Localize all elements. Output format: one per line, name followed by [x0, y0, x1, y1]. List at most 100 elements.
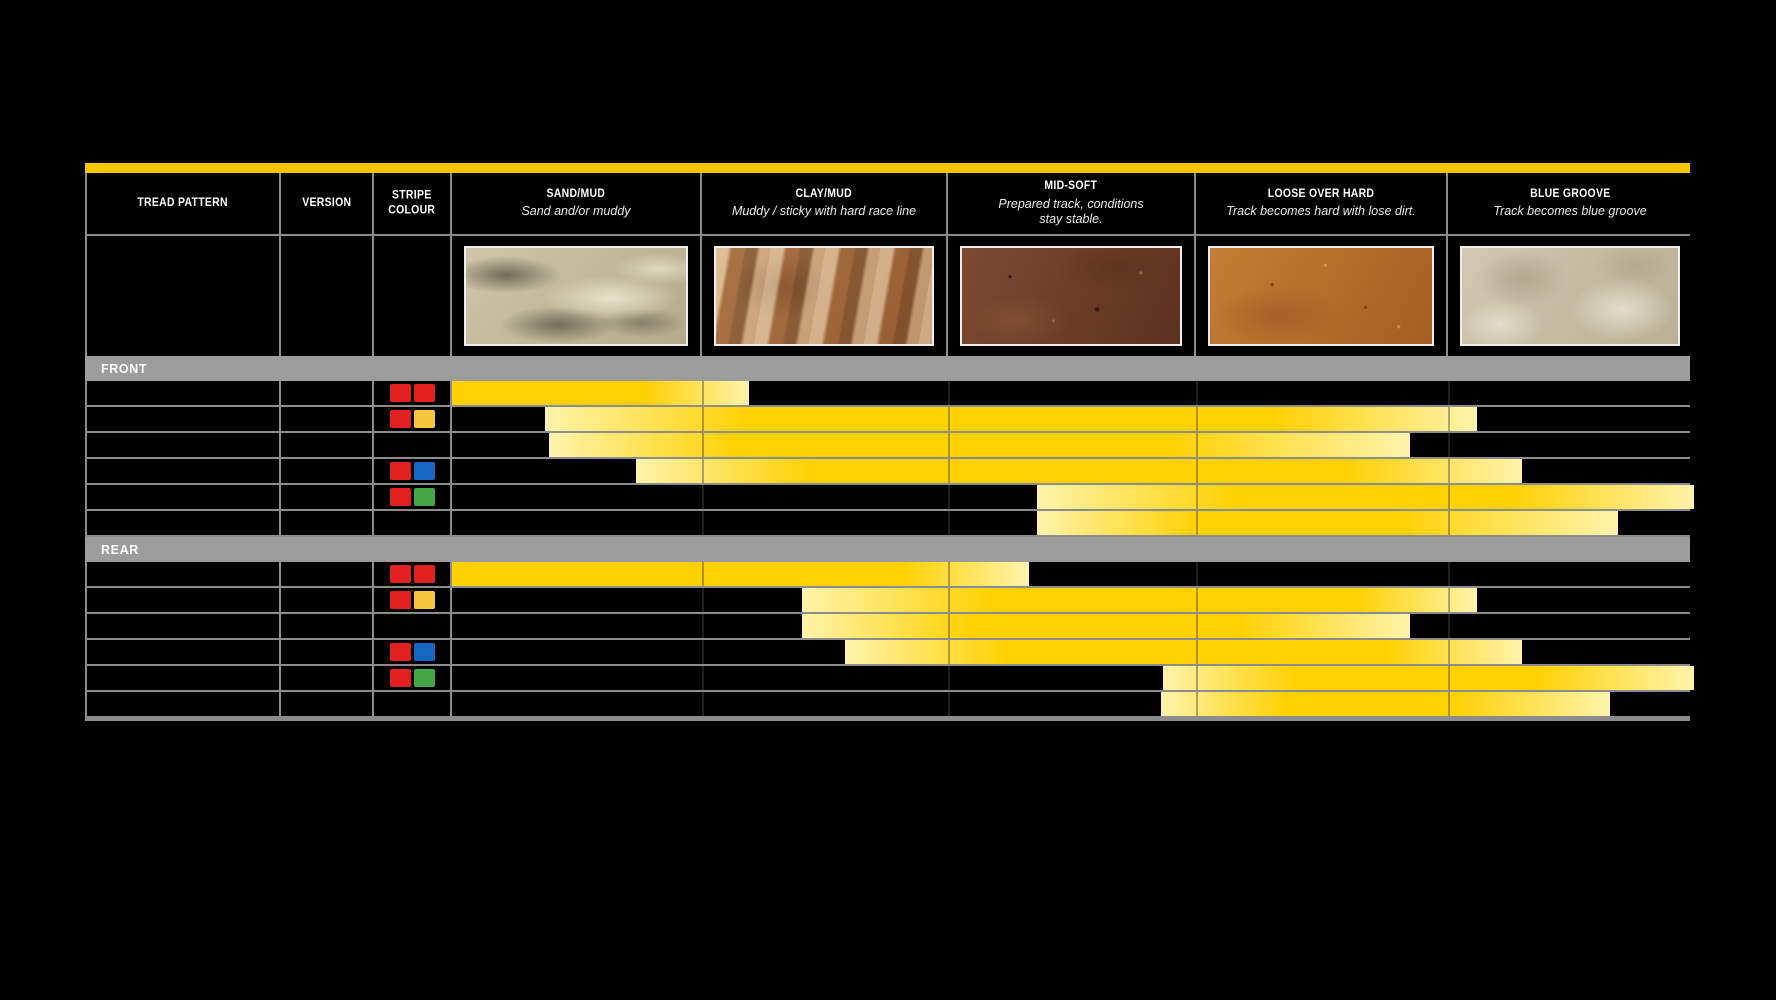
tread-pattern-cell	[87, 640, 279, 664]
version-cell	[279, 459, 372, 483]
stripe-chip-yellow	[413, 591, 435, 609]
section-label: REAR	[101, 542, 139, 557]
column-gridline	[1196, 407, 1198, 431]
stripe-colour-cell	[372, 666, 450, 690]
stripe-chip-yellow	[413, 410, 435, 428]
table-row-front-6	[85, 511, 1692, 537]
terrain-track	[450, 666, 1694, 690]
suitability-bar	[845, 640, 1522, 664]
column-gridline	[1448, 640, 1450, 664]
column-gridline	[1196, 459, 1198, 483]
suitability-bar	[1161, 692, 1610, 716]
stripe-colour-cell	[372, 640, 450, 664]
column-gridline	[948, 640, 950, 664]
empty-cell	[87, 236, 279, 356]
table-row-front-2	[85, 407, 1692, 433]
version-cell	[279, 511, 372, 535]
suitability-bar	[1163, 666, 1694, 690]
stripe-colour-cell	[372, 407, 450, 431]
stripe-colour-cell	[372, 614, 450, 638]
tread-pattern-cell	[87, 381, 279, 405]
column-gridline	[702, 381, 704, 405]
tread-pattern-cell	[87, 459, 279, 483]
column-gridline	[702, 433, 704, 457]
terrain-track	[450, 614, 1692, 638]
tread-pattern-cell	[87, 666, 279, 690]
empty-cell	[279, 236, 372, 356]
terrain-subtitle: Prepared track, conditions stay stable.	[998, 196, 1144, 226]
suitability-bar	[1037, 485, 1694, 509]
column-gridline	[702, 485, 704, 509]
header-label: TREAD PATTERN	[137, 196, 229, 210]
column-gridline	[1448, 588, 1450, 612]
header-tread-pattern: TREAD PATTERN	[87, 173, 279, 234]
stripe-chip-green	[413, 488, 435, 506]
terrain-track	[450, 459, 1692, 483]
stripe-chip-red	[389, 384, 411, 402]
terrain-title: MID-SOFT	[1044, 179, 1098, 193]
header-row: TREAD PATTERN VERSION STRIPE COLOUR SAND…	[85, 173, 1692, 236]
column-gridline	[1448, 433, 1450, 457]
header-version: VERSION	[279, 173, 372, 234]
column-gridline	[1448, 459, 1450, 483]
column-gridline	[1196, 640, 1198, 664]
tread-pattern-cell	[87, 433, 279, 457]
header-sand-mud: SAND/MUD Sand and/or muddy	[450, 173, 700, 234]
stripe-colour-cell	[372, 459, 450, 483]
stripe-colour-cell	[372, 433, 450, 457]
stripe-chip-green	[413, 669, 435, 687]
suitability-bar	[545, 407, 1477, 431]
terrain-track	[450, 588, 1692, 612]
column-gridline	[702, 692, 704, 716]
column-gridline	[948, 407, 950, 431]
terrain-track	[450, 485, 1694, 509]
version-cell	[279, 407, 372, 431]
version-cell	[279, 381, 372, 405]
column-gridline	[702, 511, 704, 535]
section-band-rear: REAR	[85, 537, 1690, 562]
version-cell	[279, 614, 372, 638]
stripe-chip-red	[389, 488, 411, 506]
stripe-chip-red	[413, 384, 435, 402]
terrain-track	[450, 562, 1692, 586]
tread-pattern-cell	[87, 511, 279, 535]
suitability-bar	[452, 381, 749, 405]
tread-pattern-cell	[87, 614, 279, 638]
table-row-rear-5	[85, 666, 1694, 692]
header-label: STRIPE COLOUR	[388, 188, 436, 217]
table-row-front-5	[85, 485, 1694, 511]
suitability-bar	[636, 459, 1522, 483]
terrain-subtitle: Muddy / sticky with hard race line	[731, 204, 917, 219]
column-gridline	[948, 666, 950, 690]
stripe-colour-cell	[372, 562, 450, 586]
column-gridline	[1448, 511, 1450, 535]
column-gridline	[1448, 666, 1450, 690]
column-gridline	[1196, 485, 1198, 509]
column-gridline	[948, 433, 950, 457]
sections-container: FRONT REAR	[85, 356, 1694, 718]
stripe-chip-red	[389, 669, 411, 687]
column-gridline	[702, 666, 704, 690]
column-gridline	[1196, 666, 1198, 690]
terrain-title: LOOSE OVER HARD	[1267, 187, 1375, 201]
stripe-chip-red	[389, 565, 411, 583]
version-cell	[279, 692, 372, 716]
stripe-colour-cell	[372, 588, 450, 612]
stripe-chip-red	[389, 462, 411, 480]
column-gridline	[702, 588, 704, 612]
terrain-track	[450, 407, 1692, 431]
stripe-colour-cell	[372, 511, 450, 535]
column-gridline	[948, 381, 950, 405]
column-gridline	[1448, 381, 1450, 405]
terrain-title: CLAY/MUD	[795, 187, 853, 201]
stripe-chip-blue	[413, 462, 435, 480]
terrain-title: BLUE GROOVE	[1529, 187, 1611, 201]
column-gridline	[948, 485, 950, 509]
header-clay-mud: CLAY/MUD Muddy / sticky with hard race l…	[700, 173, 946, 234]
tread-pattern-cell	[87, 485, 279, 509]
column-gridline	[1448, 614, 1450, 638]
column-gridline	[702, 562, 704, 586]
suitability-bar	[1037, 511, 1618, 535]
terrain-title: SAND/MUD	[546, 187, 606, 201]
